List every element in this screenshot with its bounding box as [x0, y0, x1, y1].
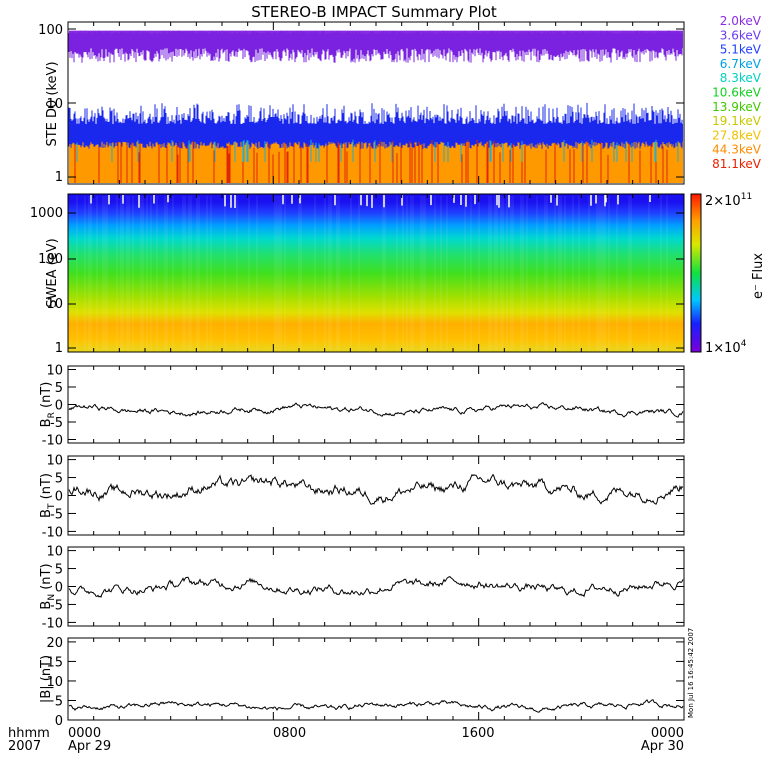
x-axis: hhmm 2007 0000 Apr 29 0800 1600 0000 Apr…	[8, 726, 684, 754]
mag-ytick-label: 0	[55, 490, 63, 505]
mag-ytick-label: 5	[55, 381, 63, 396]
x-row2-label: 2007	[8, 739, 41, 754]
swea-colorbar	[690, 193, 702, 353]
mag-ytick-label: -10	[42, 525, 63, 540]
mag-ytick-label: 0	[55, 714, 63, 729]
x-tick-2-time: 1600	[461, 726, 494, 741]
mag-ytick-label: -10	[42, 434, 63, 449]
ste-legend-item: 2.0keV	[720, 14, 762, 28]
colorbar-min-exponent: 4	[741, 339, 747, 349]
ste-legend-item: 6.7keV	[720, 57, 762, 71]
mag-ytick-label: 10	[46, 364, 63, 379]
series-trace-bn	[68, 576, 684, 598]
mag-panel-frame	[67, 546, 685, 627]
ste-panel: STE D0 (keV) 1 10 100 2.0keV3.6keV5.1keV…	[38, 14, 762, 185]
ste-legend-item: 44.3keV	[712, 143, 762, 157]
mag-ytick-label: 10	[46, 675, 63, 690]
timestamp-stamp: Mon Jul 16 16:45:42 2007	[687, 628, 695, 718]
x-tick-1-time: 0800	[273, 726, 306, 741]
mag-ytick-label: -5	[50, 416, 63, 431]
mag-panels: -10 -5 0 5 10 BR (nT) -10 -5 0 5 10 BT (nT) -10 -5 0 5 1…	[39, 364, 685, 729]
mag-ytick-label: 5	[55, 563, 63, 578]
mag-panel-br: -10 -5 0 5 10 BR (nT)	[39, 364, 685, 449]
mag-ytick-label: 10	[46, 454, 63, 469]
ste-legend-item: 8.3keV	[720, 71, 762, 85]
colorbar-max-exponent: 11	[741, 192, 752, 202]
ste-legend-item: 3.6keV	[720, 28, 762, 42]
ste-legend: 2.0keV3.6keV5.1keV6.7keV8.3keV10.6keV13.…	[712, 14, 762, 171]
ste-ytick-10: 10	[46, 97, 63, 112]
mag-panel-frame	[67, 365, 685, 444]
swea-panel-frame	[67, 193, 685, 353]
ste-ytick-100: 100	[38, 23, 63, 38]
mag-ytick-label: 5	[55, 694, 63, 709]
mag-panel-bmag: 0 5 10 15 20 |B| (nT)	[39, 636, 685, 729]
swea-ytick-100: 100	[38, 252, 63, 267]
swea-ytick-1: 1	[55, 341, 63, 356]
x-tick-0-time: 0000	[68, 726, 101, 741]
mag-ytick-label: 15	[46, 655, 63, 670]
ste-data	[67, 22, 685, 184]
ste-legend-item: 13.9keV	[712, 100, 762, 114]
series-trace-bmag	[68, 699, 684, 713]
mag-ylabel: |B| (nT)	[39, 655, 54, 703]
ste-legend-item: 19.1keV	[712, 114, 762, 128]
swea-ylabel: SWEA (eV)	[45, 238, 60, 307]
colorbar-min-label: 1×104	[705, 339, 747, 356]
mag-ytick-label: 5	[55, 472, 63, 487]
mag-ytick-label: 20	[46, 636, 63, 651]
ste-legend-item: 27.8keV	[712, 128, 762, 142]
ste-legend-item: 10.6keV	[712, 86, 762, 100]
mag-panel-bt: -10 -5 0 5 10 BT (nT)	[39, 454, 685, 540]
series-trace-br	[68, 402, 684, 418]
series-trace-bt	[68, 473, 684, 505]
ste-trace-8kev	[76, 139, 679, 162]
x-tick-3-time: 0000	[651, 726, 684, 741]
ste-band-44kev	[69, 141, 683, 183]
x-row1-label: hhmm	[8, 726, 50, 741]
colorbar-max-label: 2×1011	[705, 192, 752, 209]
swea-gaps	[90, 195, 651, 208]
swea-ytick-1000: 1000	[30, 206, 63, 221]
ste-trace-5kev	[68, 102, 683, 149]
mag-ytick-label: -5	[50, 507, 63, 522]
mag-ytick-label: 10	[46, 545, 63, 560]
ste-legend-item: 81.1keV	[712, 157, 762, 171]
ste-legend-item: 5.1keV	[720, 43, 762, 57]
mag-ylabel: BT (nT)	[39, 473, 57, 518]
mag-ylabel: BR (nT)	[39, 382, 57, 428]
swea-ytick-10: 10	[46, 297, 63, 312]
mag-ytick-label: 0	[55, 581, 63, 596]
swea-streaks	[76, 196, 668, 350]
colorbar-label: e⁻ Flux	[751, 253, 766, 299]
ste-ytick-1: 1	[55, 170, 63, 185]
mag-ytick-label: 0	[55, 399, 63, 414]
ste-ylabel: STE D0 (keV)	[45, 61, 60, 146]
ste-trace-81kev	[74, 139, 668, 183]
mag-panel-bn: -10 -5 0 5 10 BN (nT)	[39, 545, 685, 631]
x-tick-0-date: Apr 29	[68, 739, 111, 754]
mag-ylabel: BN (nT)	[39, 563, 57, 609]
plot-title: STEREO-B IMPACT Summary Plot	[251, 3, 497, 21]
swea-spectrogram	[68, 194, 684, 352]
mag-ytick-label: -10	[42, 616, 63, 631]
swea-panel: SWEA (eV) 1 10 100 1000 2×1011 1×104 e⁻ …	[30, 192, 766, 356]
mag-ytick-label: -5	[50, 598, 63, 613]
ste-trace-2kev	[68, 30, 683, 63]
x-tick-3-date: Apr 30	[641, 739, 684, 754]
